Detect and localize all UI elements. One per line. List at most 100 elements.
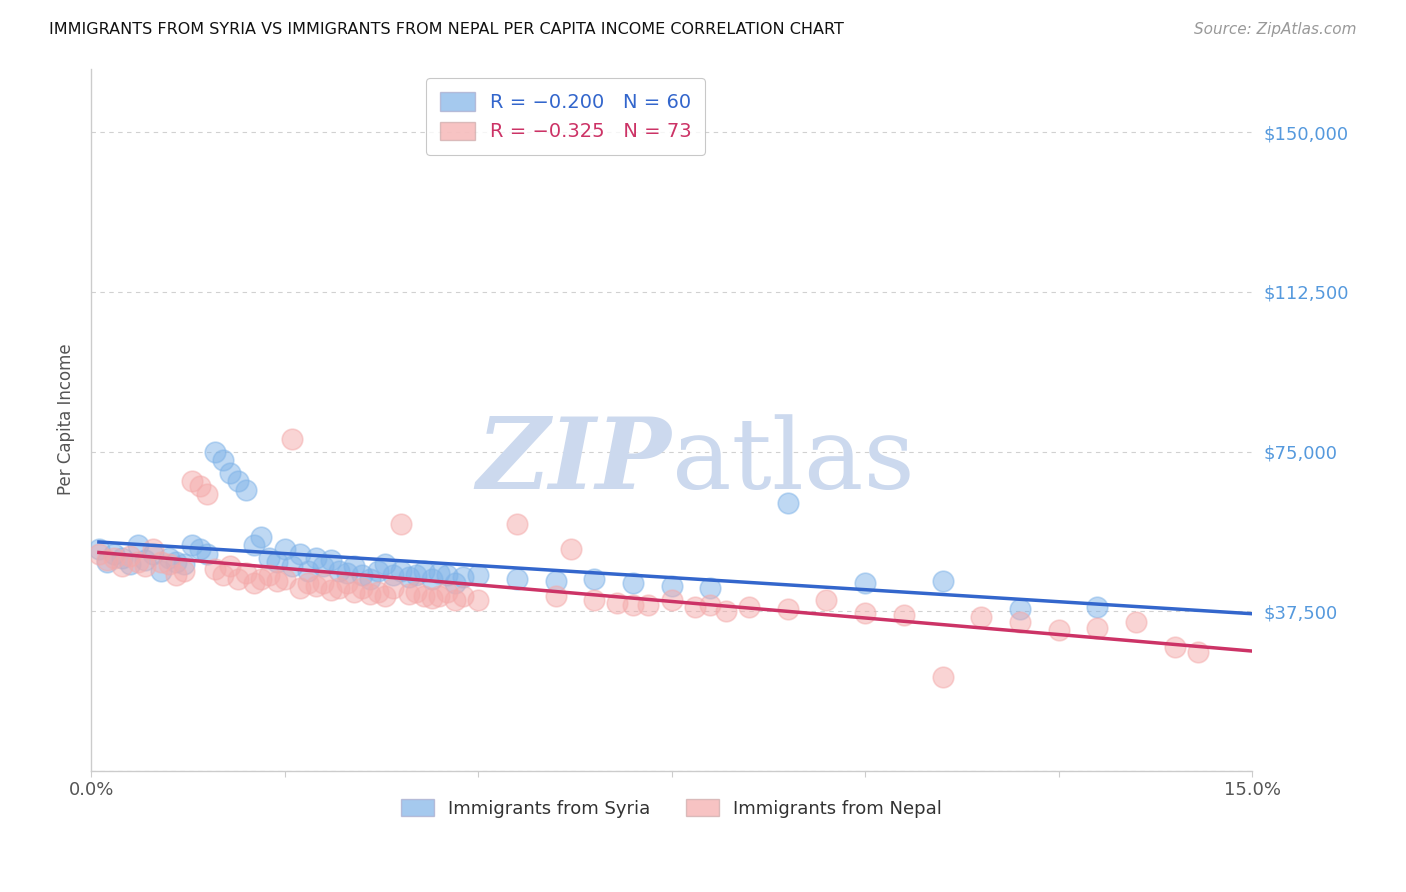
Point bbox=[180, 538, 202, 552]
Point bbox=[343, 585, 366, 599]
Text: atlas: atlas bbox=[672, 414, 914, 509]
Point bbox=[970, 610, 993, 624]
Text: IMMIGRANTS FROM SYRIA VS IMMIGRANTS FROM NEPAL PER CAPITA INCOME CORRELATION CHA: IMMIGRANTS FROM SYRIA VS IMMIGRANTS FROM… bbox=[49, 22, 844, 37]
Point bbox=[1087, 621, 1109, 635]
Point bbox=[257, 550, 280, 565]
Point bbox=[374, 589, 396, 603]
Point bbox=[931, 574, 953, 589]
Point bbox=[359, 572, 381, 586]
Point bbox=[853, 606, 876, 620]
Point bbox=[319, 553, 342, 567]
Point bbox=[506, 516, 529, 531]
Point bbox=[398, 570, 420, 584]
Point bbox=[219, 559, 242, 574]
Point bbox=[359, 587, 381, 601]
Point bbox=[118, 549, 141, 563]
Point bbox=[96, 555, 118, 569]
Point bbox=[250, 572, 273, 586]
Point bbox=[1125, 615, 1147, 629]
Point bbox=[235, 483, 257, 497]
Point bbox=[560, 542, 582, 557]
Point bbox=[661, 578, 683, 592]
Point bbox=[142, 542, 165, 557]
Point bbox=[931, 670, 953, 684]
Point bbox=[1087, 599, 1109, 614]
Text: Source: ZipAtlas.com: Source: ZipAtlas.com bbox=[1194, 22, 1357, 37]
Point bbox=[157, 558, 180, 572]
Point bbox=[1164, 640, 1187, 655]
Point bbox=[204, 561, 226, 575]
Point bbox=[389, 564, 412, 578]
Point bbox=[583, 572, 606, 586]
Point bbox=[304, 550, 326, 565]
Point bbox=[382, 581, 405, 595]
Point bbox=[506, 572, 529, 586]
Point bbox=[1047, 624, 1070, 638]
Point bbox=[382, 568, 405, 582]
Point bbox=[661, 593, 683, 607]
Point bbox=[142, 547, 165, 561]
Point bbox=[111, 559, 134, 574]
Point bbox=[304, 578, 326, 592]
Point bbox=[257, 568, 280, 582]
Point bbox=[165, 568, 187, 582]
Point bbox=[429, 566, 451, 580]
Point bbox=[157, 550, 180, 565]
Point bbox=[149, 564, 172, 578]
Point bbox=[413, 589, 436, 603]
Point bbox=[621, 576, 644, 591]
Point bbox=[374, 558, 396, 572]
Point bbox=[621, 598, 644, 612]
Text: ZIP: ZIP bbox=[477, 414, 672, 510]
Point bbox=[583, 593, 606, 607]
Point bbox=[211, 568, 233, 582]
Point bbox=[211, 453, 233, 467]
Point bbox=[429, 589, 451, 603]
Point bbox=[219, 466, 242, 480]
Point bbox=[188, 478, 211, 492]
Point bbox=[180, 475, 202, 489]
Point bbox=[413, 564, 436, 578]
Point bbox=[776, 602, 799, 616]
Point bbox=[204, 444, 226, 458]
Point bbox=[103, 547, 125, 561]
Point bbox=[173, 558, 195, 572]
Point bbox=[242, 576, 264, 591]
Point bbox=[893, 608, 915, 623]
Point bbox=[467, 568, 489, 582]
Point bbox=[444, 576, 467, 591]
Point bbox=[328, 564, 350, 578]
Point bbox=[134, 553, 156, 567]
Point bbox=[853, 576, 876, 591]
Point bbox=[312, 576, 335, 591]
Point bbox=[250, 530, 273, 544]
Point bbox=[96, 553, 118, 567]
Point bbox=[420, 591, 443, 606]
Point bbox=[352, 568, 374, 582]
Point bbox=[699, 598, 721, 612]
Point bbox=[776, 495, 799, 509]
Point bbox=[1008, 615, 1031, 629]
Point bbox=[451, 570, 474, 584]
Point bbox=[606, 596, 628, 610]
Point bbox=[173, 564, 195, 578]
Point bbox=[226, 572, 249, 586]
Point bbox=[319, 582, 342, 597]
Point bbox=[328, 581, 350, 595]
Point bbox=[389, 516, 412, 531]
Point bbox=[149, 555, 172, 569]
Point bbox=[444, 593, 467, 607]
Point bbox=[544, 574, 567, 589]
Point bbox=[1008, 602, 1031, 616]
Point bbox=[165, 555, 187, 569]
Point bbox=[281, 559, 304, 574]
Point bbox=[699, 581, 721, 595]
Point bbox=[436, 568, 458, 582]
Point bbox=[714, 604, 737, 618]
Point bbox=[336, 576, 359, 591]
Point bbox=[405, 585, 427, 599]
Point bbox=[544, 589, 567, 603]
Point bbox=[405, 568, 427, 582]
Point bbox=[336, 566, 359, 580]
Point bbox=[1187, 644, 1209, 658]
